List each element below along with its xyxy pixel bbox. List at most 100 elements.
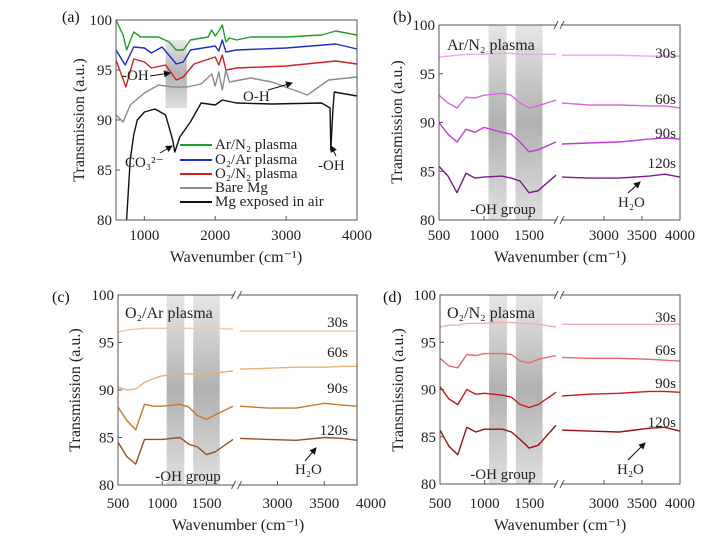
series-label: 90s <box>327 381 348 397</box>
annotation: -OH <box>318 158 345 174</box>
y-tick-label: 100 <box>92 288 115 304</box>
x-tick-label: 3000 <box>271 228 301 244</box>
y-tick-label: 100 <box>90 13 113 29</box>
x-tick-label: 500 <box>428 228 451 244</box>
x-tick-label: 3500 <box>309 496 339 512</box>
annotation: H₂O <box>618 195 645 211</box>
series-label: 30s <box>655 46 676 62</box>
legend-label: O₂/N₂ plasma <box>215 166 298 182</box>
x-tick-label: 1500 <box>514 228 544 244</box>
axis-break-mark <box>553 20 559 30</box>
axis-break-mark <box>553 290 559 300</box>
x-tick-label: 4000 <box>356 496 386 512</box>
x-tick-label: 4000 <box>342 228 372 244</box>
y-tick-label: 95 <box>421 335 436 351</box>
annotation-arrow <box>627 442 646 461</box>
axis-break-mark <box>231 480 236 490</box>
shaded-band <box>515 25 543 220</box>
y-tick-label: 80 <box>420 213 435 229</box>
x-axis-label: Wavenumber (cm⁻¹) <box>494 249 626 266</box>
y-tick-label: 95 <box>420 67 435 83</box>
y-tick-label: 95 <box>99 336 114 352</box>
series-line-60s <box>561 356 681 362</box>
annotation: -OH group <box>470 467 535 483</box>
panel-title: O₂/N₂ plasma <box>447 305 535 322</box>
series-line-30s <box>439 321 557 328</box>
series-line-90s <box>561 390 681 397</box>
annotation-arrow <box>330 145 337 157</box>
series-line-60s <box>117 370 234 391</box>
y-tick-label: 95 <box>97 63 112 79</box>
y-tick-label: 80 <box>97 213 112 229</box>
series-label: 90s <box>655 126 676 142</box>
y-tick-label: 85 <box>97 163 112 179</box>
shaded-band <box>488 25 507 220</box>
x-tick-label: 500 <box>107 496 130 512</box>
series-line-30s <box>438 52 556 58</box>
panel-label: (b) <box>393 9 412 26</box>
series-line-90s <box>439 386 557 409</box>
annotation: CO₃²⁻ <box>125 155 163 171</box>
panel-a: 80 85 90 95 100 1000 2000 3000 4000 (a) Wavenumber… <box>62 9 372 266</box>
series-line-120s <box>117 436 234 465</box>
y-tick-label: 80 <box>421 477 436 493</box>
y-tick-label: 85 <box>420 164 435 180</box>
annotation-arrow <box>627 181 641 194</box>
axis-break-mark <box>559 20 565 30</box>
shaded-band <box>489 295 507 484</box>
series-line-60s <box>439 352 557 369</box>
annotation: -OH group <box>155 469 220 485</box>
x-tick-label: 1000 <box>470 496 500 512</box>
axis-break-mark <box>559 479 565 489</box>
y-axis-label: Transmission (a.u.) <box>390 328 407 451</box>
x-tick-label: 1500 <box>514 496 544 512</box>
series-line-90s <box>239 402 358 409</box>
annotation-arrow <box>149 70 171 78</box>
panel-d: 80 85 90 95 100 500 1000 1500 3000 3500 4000 (d) Wav… <box>383 288 695 534</box>
legend-label: Mg exposed in air <box>215 194 324 210</box>
x-tick-label: 1000 <box>147 496 177 512</box>
y-tick-label: 90 <box>420 116 435 132</box>
annotation: -OH <box>122 68 149 84</box>
y-tick-label: 90 <box>99 383 114 399</box>
series-line-120s <box>239 436 358 441</box>
series-line-30s <box>562 54 680 57</box>
axis-break-mark <box>559 290 565 300</box>
series-line-120s <box>439 424 557 456</box>
x-tick-label: 3000 <box>589 496 619 512</box>
series-line-90s <box>117 403 234 431</box>
axis-break-mark <box>553 215 559 225</box>
series-label: 120s <box>648 156 677 172</box>
annotation: -OH group <box>470 202 535 218</box>
x-tick-label: 2000 <box>200 228 230 244</box>
axis-break-mark <box>237 290 242 300</box>
series-line-120s <box>438 165 557 194</box>
series-line-90s <box>561 137 681 145</box>
series-label: 120s <box>320 423 349 439</box>
series-line-90s <box>438 122 557 153</box>
panel-label: (a) <box>62 9 80 26</box>
axis-break-mark <box>553 479 559 489</box>
series-line-60s <box>438 92 557 109</box>
series-line-120s <box>561 426 681 433</box>
series-label: 30s <box>327 315 348 331</box>
annotation: H₂O <box>617 462 644 478</box>
series-label: 60s <box>327 345 348 361</box>
series-line-60s <box>239 365 357 370</box>
x-tick-label: 3000 <box>589 228 619 244</box>
annotation: H₂O <box>295 462 322 478</box>
shaded-band <box>515 295 543 484</box>
y-tick-label: 90 <box>421 383 436 399</box>
axis-break-mark <box>237 480 242 490</box>
series-line-30s <box>117 327 234 333</box>
panel-title: Ar/N₂ plasma <box>447 37 535 54</box>
legend-label: Bare Mg <box>215 180 268 196</box>
x-axis-label: Wavenumber (cm⁻¹) <box>170 249 302 266</box>
panel-label: (d) <box>383 289 402 306</box>
series-label: 120s <box>648 415 677 431</box>
annotation-arrow <box>304 447 317 462</box>
y-axis-label: Transmission (a.u.) <box>67 328 84 451</box>
annotation-arrow <box>267 81 293 91</box>
series-line-baremg <box>115 69 358 123</box>
